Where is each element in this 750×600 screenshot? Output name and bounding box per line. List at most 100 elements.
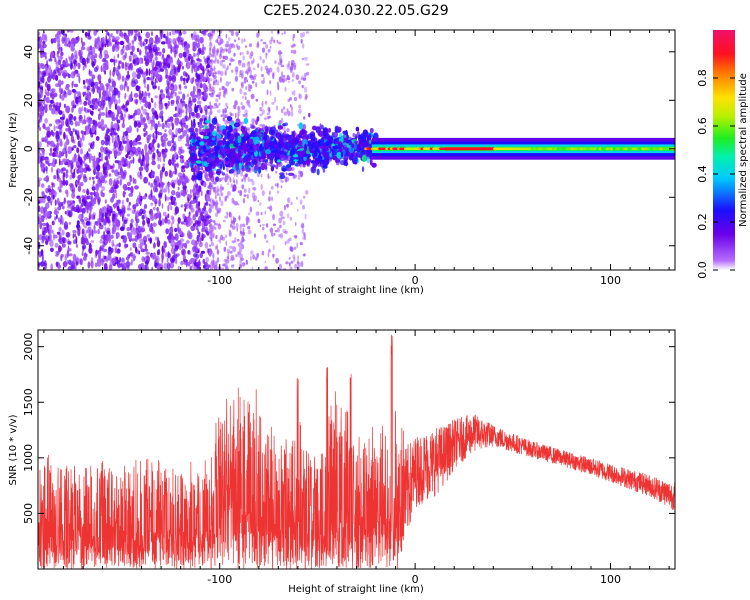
spectrogram-noise-point [152, 59, 155, 67]
spectrogram-noise-point [72, 200, 76, 204]
spectrogram-noise-point [199, 36, 204, 44]
spectrogram-noise-point [91, 74, 96, 80]
spectrogram-noise-point [264, 100, 268, 105]
spectrogram-noise-point [188, 194, 193, 199]
spectrogram-carrier-point [322, 169, 326, 173]
spectrogram-noise-point [293, 96, 298, 102]
spectrogram-noise-point [112, 180, 115, 185]
spectrogram-noise-point [56, 52, 59, 58]
spectrogram-noise-point [195, 247, 199, 253]
spectrogram-noise-point [134, 185, 139, 190]
spectrogram-noise-point [65, 231, 71, 238]
spectrogram-noise-point [79, 137, 82, 143]
spectrogram-noise-point [141, 90, 144, 97]
spectrogram-noise-point [169, 116, 174, 123]
spectrogram-noise-point [122, 117, 125, 124]
spectrogram-noise-point [218, 223, 221, 227]
spectrogram-noise-point [129, 176, 133, 183]
spectrogram-noise-point [196, 100, 202, 105]
spectrogram-noise-point [96, 164, 101, 172]
spectrogram-noise-point [67, 200, 70, 205]
spectrogram-noise-point [87, 30, 91, 34]
spectrogram-noise-point [175, 253, 180, 257]
spectrogram-carrier-point [311, 166, 315, 173]
spectrogram-noise-point [93, 104, 98, 110]
spectrogram-noise-point [234, 75, 238, 82]
spectrogram-noise-point [170, 171, 173, 177]
spectrogram-noise-point [59, 138, 63, 146]
spectrogram-noise-point [103, 218, 107, 226]
spectrogram-noise-point [138, 57, 143, 64]
spectrogram-carrier-point [351, 143, 355, 149]
spectrogram-noise-point [65, 105, 71, 114]
spectrogram-noise-point [181, 117, 186, 124]
spectrogram-noise-point [237, 111, 240, 116]
spectrogram-noise-point [174, 227, 178, 233]
spectrogram-carrier-point [238, 162, 242, 170]
spectrogram-noise-point [280, 216, 285, 220]
spectrogram-noise-point [276, 39, 279, 43]
spectrogram-carrier-point [281, 168, 287, 172]
spectrogram-noise-point [236, 45, 241, 50]
spectrogram-carrier-point [337, 149, 344, 153]
spectrogram-noise-point [105, 106, 108, 114]
spectrogram-noise-point [191, 188, 196, 194]
spectrogram-noise-point [160, 135, 164, 143]
spectrogram-noise-point [237, 60, 242, 64]
spectrogram-noise-point [182, 51, 187, 58]
spectrogram-noise-point [129, 140, 133, 148]
spectrogram-noise-point [219, 178, 223, 181]
spectrogram-noise-point [145, 130, 148, 136]
spectrogram-noise-point [137, 121, 142, 128]
spectrogram-carrier-point [327, 136, 334, 143]
spectrogram-noise-point [82, 244, 87, 250]
spectrogram-noise-point [95, 124, 97, 131]
spectrogram-noise-point [70, 61, 73, 70]
spectrogram-noise-point [260, 173, 263, 178]
spectrogram-noise-point [286, 128, 290, 133]
spectrogram-carrier-point [328, 127, 331, 133]
spectrogram-noise-point [246, 99, 250, 106]
spectrogram-noise-point [124, 158, 128, 166]
spectrogram-noise-point [214, 71, 218, 75]
spectrogram-noise-point [116, 119, 121, 124]
spectrogram-carrier-point [342, 130, 347, 135]
spectrogram-noise-point [281, 117, 284, 123]
spectrogram-noise-point [197, 88, 201, 93]
spectrogram-noise-point [297, 174, 301, 180]
spectrogram-noise-point [143, 132, 146, 138]
spectrogram-noise-point [154, 56, 158, 61]
spectrogram-noise-point [261, 109, 265, 115]
spectrogram-carrier-point [324, 147, 329, 152]
spectrogram-noise-point [122, 140, 127, 144]
spectrogram-noise-point [115, 192, 118, 199]
spectrogram-noise-point [278, 54, 282, 62]
spectrogram-noise-point [114, 214, 117, 219]
spectrogram-noise-point [180, 128, 184, 133]
spectrogram-noise-point [84, 233, 86, 238]
spectrogram-carrier-point [292, 131, 295, 137]
spectrogram-noise-point [209, 231, 213, 236]
spectrogram-noise-point [241, 262, 246, 267]
spectrogram-noise-point [58, 46, 63, 52]
spectrogram-noise-point [230, 112, 233, 117]
spectrogram-noise-point [40, 54, 45, 58]
spectrogram-noise-point [50, 263, 53, 270]
spectrogram-noise-point [159, 115, 162, 119]
spectrogram-carrier-point [343, 134, 347, 138]
spectrogram-noise-point [60, 215, 63, 219]
spectrogram-noise-point [91, 60, 95, 68]
spectrogram-noise-point [116, 109, 120, 118]
spectrogram-noise-point [121, 135, 126, 142]
spectrogram-noise-point [38, 146, 41, 154]
spectrogram-noise-point [198, 247, 200, 254]
spectrogram-noise-point [168, 58, 173, 64]
spectrogram-noise-point [97, 198, 101, 206]
spectrogram-noise-point [162, 188, 168, 193]
spectrogram-noise-point [280, 185, 283, 189]
spectrogram-noise-point [81, 121, 84, 125]
spectrogram-noise-point [105, 83, 110, 87]
spectrogram-noise-point [167, 57, 170, 65]
spectrogram-noise-point [164, 142, 167, 149]
